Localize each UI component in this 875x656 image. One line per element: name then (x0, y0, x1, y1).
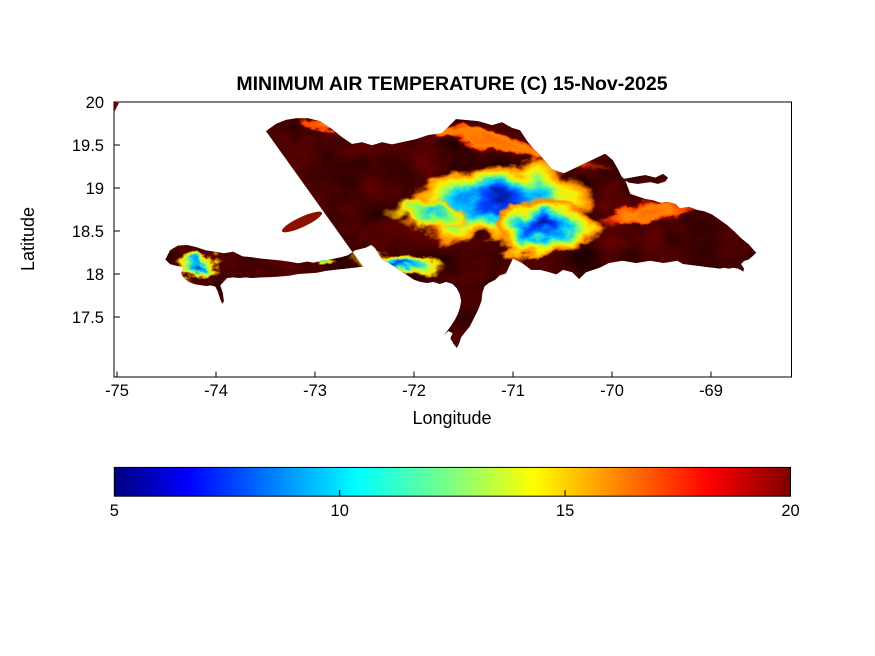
svg-text:-69: -69 (699, 382, 723, 400)
svg-text:20: 20 (86, 94, 104, 112)
svg-text:19: 19 (86, 180, 104, 198)
svg-text:10: 10 (331, 502, 349, 520)
svg-text:20: 20 (781, 502, 799, 520)
svg-text:15: 15 (556, 502, 574, 520)
svg-text:MINIMUM AIR TEMPERATURE (C) 15: MINIMUM AIR TEMPERATURE (C) 15-Nov-2025 (236, 73, 667, 95)
svg-text:-71: -71 (501, 382, 525, 400)
svg-text:Longitude: Longitude (412, 408, 491, 428)
svg-text:Latitude: Latitude (18, 207, 38, 271)
svg-text:-73: -73 (303, 382, 327, 400)
svg-text:-72: -72 (402, 382, 426, 400)
svg-text:-74: -74 (204, 382, 228, 400)
svg-text:5: 5 (110, 502, 119, 520)
svg-text:17.5: 17.5 (72, 309, 104, 327)
svg-text:19.5: 19.5 (72, 137, 104, 155)
svg-text:18.5: 18.5 (72, 223, 104, 241)
svg-text:-70: -70 (600, 382, 624, 400)
svg-text:18: 18 (86, 266, 104, 284)
svg-text:-75: -75 (105, 382, 129, 400)
